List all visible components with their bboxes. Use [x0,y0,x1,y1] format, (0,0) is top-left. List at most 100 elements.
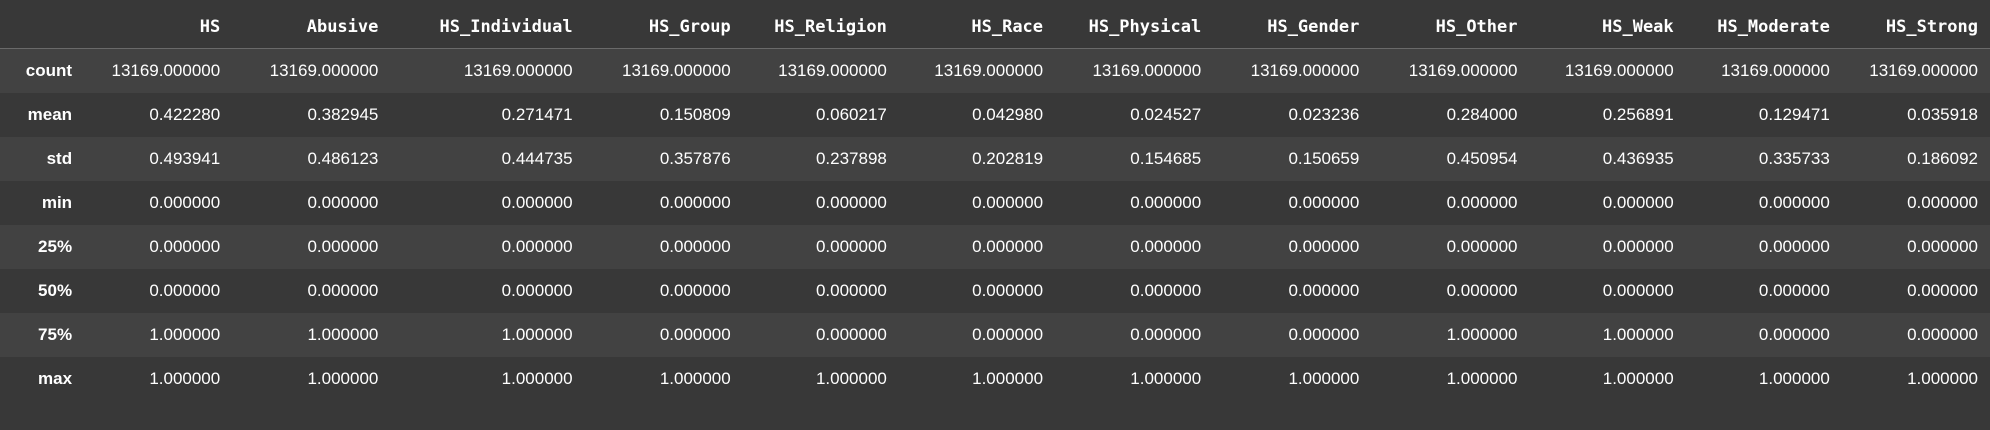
table-cell: 0.060217 [742,92,899,137]
table-cell: 0.000000 [1685,268,1842,313]
table-row: std 0.493941 0.486123 0.444735 0.357876 0.237… [0,136,1990,181]
table-cell: 0.000000 [390,268,585,313]
table-cell: 0.000000 [1685,312,1842,357]
table-cell: 0.335733 [1685,136,1842,181]
table-cell: 0.000000 [584,180,743,225]
index-header [0,6,85,49]
table-cell: 0.000000 [84,224,233,269]
table-cell: 0.000000 [1841,180,1990,225]
table-cell: 1.000000 [1685,356,1842,401]
table-cell: 0.000000 [1055,180,1214,225]
table-cell: 13169.000000 [742,48,899,93]
table-cell: 0.000000 [584,312,743,357]
table-cell: 0.000000 [898,268,1056,313]
table-cell: 0.000000 [390,180,585,225]
column-header: HS_Strong [1841,6,1990,49]
table-cell: 1.000000 [1213,356,1372,401]
table-cell: 0.000000 [84,268,233,313]
row-index-label: count [0,48,85,93]
table-cell: 13169.000000 [584,48,743,93]
column-header: HS_Physical [1055,6,1214,49]
describe-table: HS Abusive HS_Individual HS_Group HS_Religio… [0,6,1990,401]
table-cell: 13169.000000 [232,48,391,93]
table-cell: 13169.000000 [1371,48,1530,93]
column-header: HS_Race [898,6,1056,49]
table-cell: 13169.000000 [1213,48,1372,93]
table-cell: 1.000000 [1055,356,1214,401]
table-cell: 13169.000000 [898,48,1056,93]
table-cell: 0.000000 [1371,224,1530,269]
table-cell: 1.000000 [898,356,1056,401]
table-cell: 1.000000 [390,356,585,401]
table-cell: 0.000000 [742,224,899,269]
table-cell: 0.000000 [898,312,1056,357]
table-cell: 0.000000 [898,224,1056,269]
table-cell: 0.000000 [1841,224,1990,269]
table-cell: 0.000000 [898,180,1056,225]
table-cell: 0.382945 [232,92,391,137]
table-cell: 1.000000 [1841,356,1990,401]
table-cell: 0.129471 [1685,92,1842,137]
table-cell: 0.000000 [232,268,391,313]
column-header: HS [84,6,233,49]
table-cell: 0.000000 [1213,312,1372,357]
table-cell: 0.486123 [232,136,391,181]
table-cell: 0.000000 [1055,312,1214,357]
column-header: HS_Religion [742,6,899,49]
table-cell: 0.000000 [1371,268,1530,313]
table-cell: 0.000000 [1529,224,1686,269]
output-cell-top [0,0,1990,6]
table-cell: 0.150659 [1213,136,1372,181]
table-cell: 0.000000 [232,180,391,225]
table-row: 25% 0.000000 0.000000 0.000000 0.000000 0.000… [0,224,1990,269]
table-cell: 1.000000 [232,312,391,357]
table-cell: 0.000000 [1685,224,1842,269]
table-cell: 0.000000 [1529,268,1686,313]
table-cell: 0.256891 [1529,92,1686,137]
dataframe-output: HS Abusive HS_Individual HS_Group HS_Religio… [0,6,1990,401]
table-cell: 0.271471 [390,92,585,137]
table-cell: 13169.000000 [84,48,233,93]
table-cell: 0.284000 [1371,92,1530,137]
table-row: max 1.000000 1.000000 1.000000 1.000000 1.000… [0,356,1990,401]
table-cell: 0.444735 [390,136,585,181]
table-cell: 0.000000 [1055,224,1214,269]
row-index-label: max [0,356,85,401]
column-header: HS_Moderate [1685,6,1842,49]
table-cell: 13169.000000 [1529,48,1686,93]
row-index-label: 25% [0,224,85,269]
table-cell: 0.186092 [1841,136,1990,181]
table-cell: 1.000000 [390,312,585,357]
table-cell: 0.000000 [1055,268,1214,313]
table-cell: 0.000000 [1841,268,1990,313]
table-cell: 0.150809 [584,92,743,137]
table-cell: 0.000000 [1213,180,1372,225]
column-header: HS_Weak [1529,6,1686,49]
table-row: count 13169.000000 13169.000000 13169.00000… [0,48,1990,93]
table-cell: 0.000000 [1841,312,1990,357]
table-cell: 1.000000 [84,356,233,401]
table-cell: 1.000000 [1529,356,1686,401]
table-cell: 0.154685 [1055,136,1214,181]
table-cell: 0.000000 [1529,180,1686,225]
column-header: Abusive [232,6,391,49]
table-cell: 0.000000 [584,224,743,269]
table-cell: 13169.000000 [1055,48,1214,93]
table-cell: 0.042980 [898,92,1056,137]
table-cell: 0.422280 [84,92,233,137]
table-row: min 0.000000 0.000000 0.000000 0.000000 0.000… [0,180,1990,225]
table-cell: 1.000000 [1529,312,1686,357]
table-row: mean 0.422280 0.382945 0.271471 0.150809 0.06… [0,92,1990,137]
table-cell: 0.000000 [84,180,233,225]
table-header-row: HS Abusive HS_Individual HS_Group HS_Religio… [0,6,1990,49]
table-cell: 0.035918 [1841,92,1990,137]
table-cell: 0.237898 [742,136,899,181]
table-cell: 0.000000 [742,268,899,313]
table-cell: 0.000000 [584,268,743,313]
table-cell: 1.000000 [1371,312,1530,357]
table-cell: 13169.000000 [1685,48,1842,93]
table-cell: 1.000000 [742,356,899,401]
column-header: HS_Other [1371,6,1530,49]
table-cell: 1.000000 [84,312,233,357]
table-cell: 0.000000 [1213,224,1372,269]
